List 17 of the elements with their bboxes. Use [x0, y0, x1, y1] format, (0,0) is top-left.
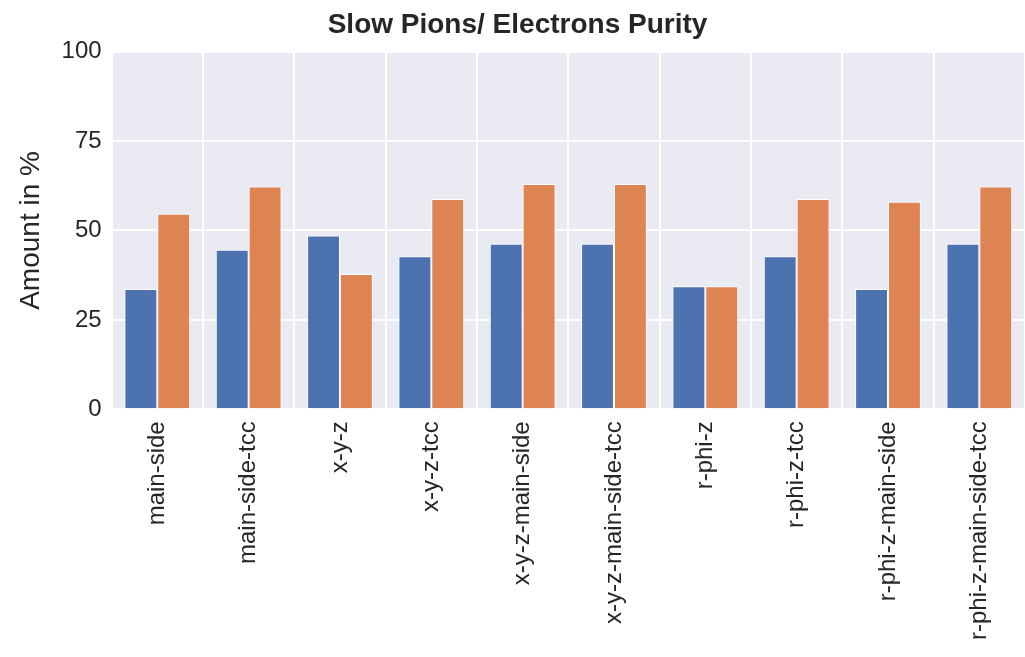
x-tick-label: r-phi-z-main-side-tcc: [963, 421, 991, 641]
x-tick-label: x-y-z-main-side: [507, 421, 535, 586]
x-tick-label: x-y-z-tcc: [415, 421, 443, 512]
y-tick-label: 100: [61, 36, 102, 64]
y-axis-title: Amount in %: [13, 151, 45, 310]
x-tick-label: r-phi-z: [689, 421, 717, 490]
x-tick-label: main-side: [141, 421, 169, 526]
x-tick-label: main-side-tcc: [233, 421, 261, 565]
chart-title: Slow Pions/ Electrons Purity: [327, 7, 708, 39]
x-tick-label: r-phi-z-tcc: [781, 421, 809, 528]
x-tick-label: r-phi-z-main-side: [872, 421, 900, 602]
x-tick-label: x-y-z: [324, 421, 352, 474]
y-tick-label: 50: [74, 215, 102, 243]
y-tick-label: 75: [74, 125, 102, 153]
y-tick-label: 25: [74, 304, 102, 332]
x-tick-label: x-y-z-main-side-tcc: [598, 421, 626, 624]
y-tick-label: 0: [88, 393, 102, 421]
